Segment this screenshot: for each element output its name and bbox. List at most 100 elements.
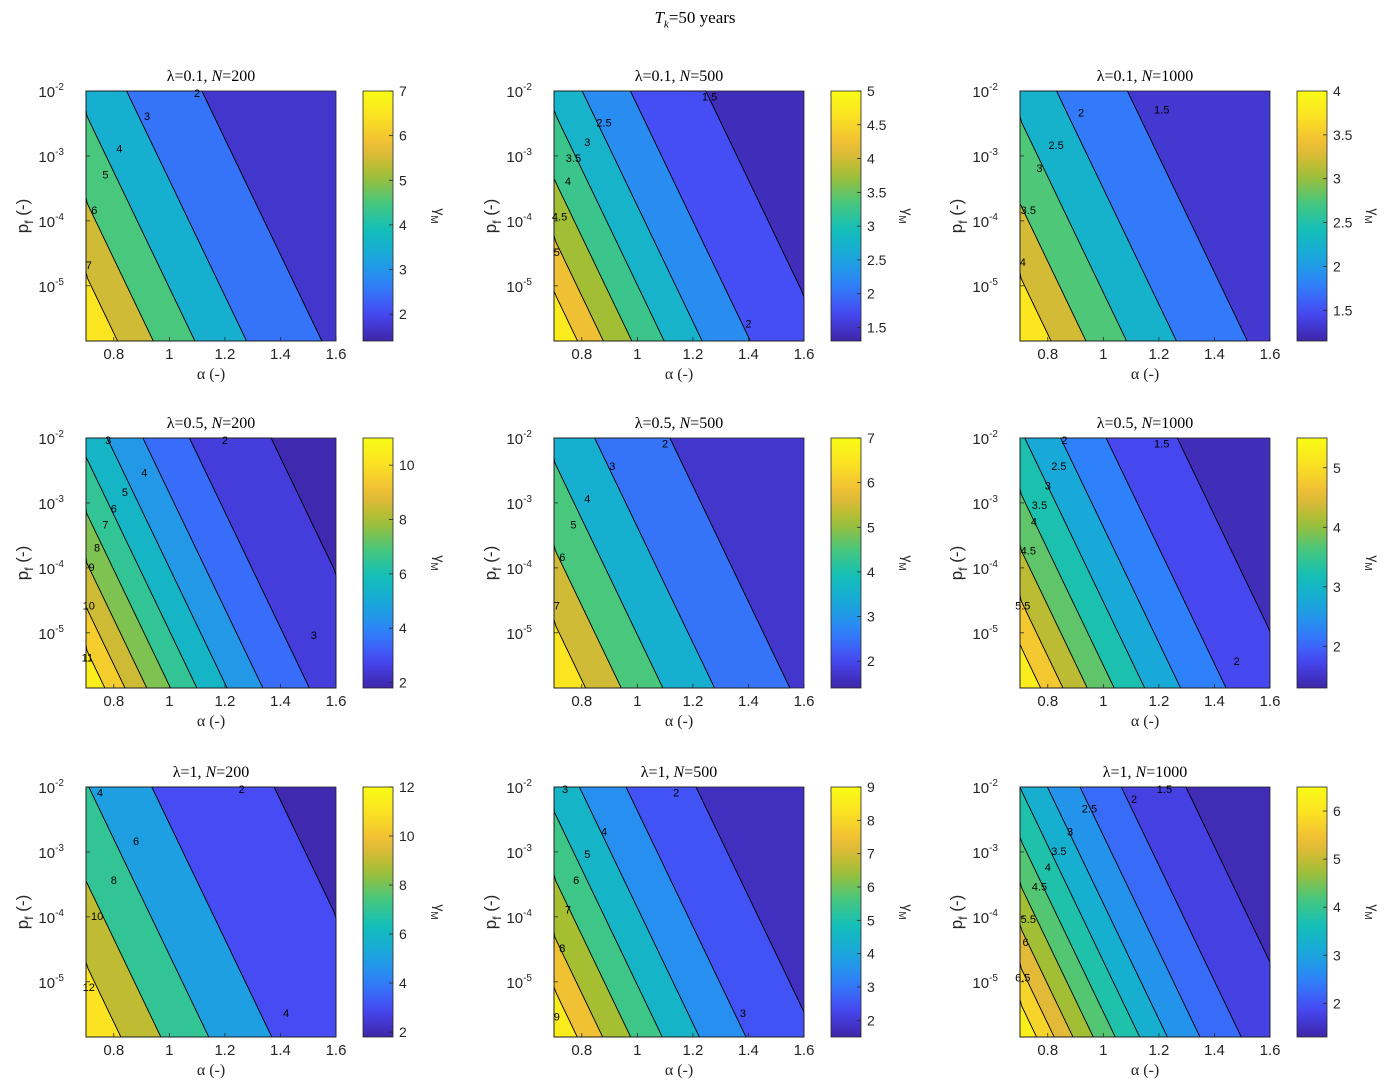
contour-label: 2.5 xyxy=(1082,804,1097,816)
x-tick-label: 1.4 xyxy=(270,346,291,363)
contour-label: 4.5 xyxy=(552,212,567,224)
contour-label: 7 xyxy=(554,601,560,613)
colorbar-label: γM xyxy=(896,208,916,223)
y-tick-label: 10-3 xyxy=(972,494,998,513)
x-tick-label: 1.6 xyxy=(326,1042,347,1059)
subplot-title: λ=0.1, N=1000 xyxy=(1097,68,1193,85)
x-axis-label: α (-) xyxy=(1131,1062,1159,1079)
axes-box xyxy=(1019,437,1271,689)
y-tick-label: 10-5 xyxy=(506,624,532,643)
y-axis-label: pf (-) xyxy=(13,895,36,930)
x-tick-label: 1.2 xyxy=(214,346,235,363)
y-tick-label: 10-4 xyxy=(972,559,998,578)
colorbar-label: γM xyxy=(1362,555,1382,570)
contour-label: 2 xyxy=(673,787,679,799)
colorbar-tick-label: 10 xyxy=(399,828,415,844)
colorbar-tick-label: 4 xyxy=(867,564,875,580)
subplot-9: 1.522.533.544.55.566.50.8 1 1.2 1.4 1.610-51… xyxy=(947,764,1382,1079)
colorbar-tick-label: 1.5 xyxy=(867,319,887,335)
colorbar-tick-label: 2 xyxy=(1333,638,1341,654)
colorbar-tick-label: 3 xyxy=(399,262,407,278)
x-tick-label: 1.6 xyxy=(794,346,815,363)
x-tick-label: 1.6 xyxy=(794,693,815,710)
subplot-7: 4 2 6 8 10 12 4 0.8 1 1.2 1.4 1.6 10-5 10-4 10-3 10-2 λ=… xyxy=(13,764,448,1079)
contour-label: 4.5 xyxy=(1032,882,1047,894)
contour-label: 3.5 xyxy=(1051,846,1066,858)
colorbar-tick-label: 4 xyxy=(1333,83,1341,99)
x-tick-label: 1.4 xyxy=(738,346,759,363)
contour-label: 6.5 xyxy=(1015,972,1030,984)
contour-label: 3 xyxy=(609,461,615,473)
contour-label: 2 xyxy=(238,784,244,796)
subplot-3: 1.5 2 2.5 3 3.5 4 0.8 1 1.2 1.4 1.6 10-5 10-4 10-3 10-… xyxy=(947,68,1382,383)
x-tick-label: 1 xyxy=(633,346,641,363)
y-tick-label: 10-3 xyxy=(972,147,998,166)
contour-label: 1.5 xyxy=(1154,438,1169,450)
x-tick-label: 1 xyxy=(165,346,173,363)
axes-box xyxy=(85,437,337,689)
contour-label: 5 xyxy=(554,247,560,259)
x-axis-label: α (-) xyxy=(197,713,225,730)
subplot-title: λ=0.1, N=200 xyxy=(167,68,255,85)
x-tick-label: 1 xyxy=(633,693,641,710)
contour-label: 3.5 xyxy=(1032,500,1047,512)
x-tick-label: 1.4 xyxy=(738,1042,759,1059)
colorbar-tick-label: 6 xyxy=(399,566,407,582)
y-tick-label: 10-2 xyxy=(506,429,532,448)
y-axis-label: pf (-) xyxy=(481,895,504,930)
contour-label: 7 xyxy=(86,260,92,272)
colorbar-tick-label: 5 xyxy=(867,519,875,535)
contour-label: 3 xyxy=(1045,481,1051,493)
contour-label: 8 xyxy=(559,943,565,955)
subplot-1: 2 3 4 5 6 7 0.8 1 1.2 1.4 1.6 10-5 10-4 10-3 10-2 λ=0.1… xyxy=(13,68,448,383)
contour-label: 2 xyxy=(1061,435,1067,447)
y-tick-label: 10-4 xyxy=(506,908,532,927)
x-tick-label: 0.8 xyxy=(1037,1042,1058,1059)
x-tick-label: 1 xyxy=(1099,346,1107,363)
contour-label: 3 xyxy=(144,111,150,123)
contour-label: 4 xyxy=(283,1008,289,1020)
x-tick-label: 1.6 xyxy=(794,1042,815,1059)
contour-label: 10 xyxy=(83,601,95,613)
colorbar-tick-label: 2 xyxy=(1333,258,1341,274)
contour-label: 5 xyxy=(122,487,128,499)
y-tick-label: 10-2 xyxy=(38,778,64,797)
x-tick-label: 1 xyxy=(1099,693,1107,710)
x-tick-label: 1.6 xyxy=(326,346,347,363)
x-tick-label: 0.8 xyxy=(103,346,124,363)
contour-label: 5 xyxy=(570,520,576,532)
contour-label: 2.5 xyxy=(1048,140,1063,152)
axes-box xyxy=(1019,786,1271,1038)
colorbar-tick-label: 5 xyxy=(867,912,875,928)
y-axis-label: pf (-) xyxy=(481,199,504,234)
contour-label: 2.5 xyxy=(1051,461,1066,473)
contour-label: 8 xyxy=(111,875,117,887)
contour-label: 3 xyxy=(584,137,590,149)
colorbar-tick-label: 2 xyxy=(399,1024,407,1040)
y-tick-label: 10-2 xyxy=(506,82,532,101)
y-tick-label: 10-3 xyxy=(506,147,532,166)
colorbar-label: γM xyxy=(896,904,916,919)
subplot-title: λ=0.5, N=200 xyxy=(167,415,255,432)
x-tick-label: 0.8 xyxy=(571,693,592,710)
contour-label: 1.5 xyxy=(702,91,717,103)
y-tick-label: 10-4 xyxy=(972,908,998,927)
colorbar-label: γM xyxy=(428,904,448,919)
y-tick-label: 10-4 xyxy=(506,559,532,578)
colorbar xyxy=(362,437,394,689)
subplot-title: λ=0.5, N=1000 xyxy=(1097,415,1193,432)
subplot-title: λ=0.5, N=500 xyxy=(635,415,723,432)
contour-label: 2 xyxy=(1131,794,1137,806)
contour-label: 7 xyxy=(102,520,108,532)
axes-box xyxy=(553,437,805,689)
subplot-title: λ=1, N=1000 xyxy=(1103,764,1187,781)
y-tick-label: 10-5 xyxy=(972,973,998,992)
x-tick-label: 1 xyxy=(1099,1042,1107,1059)
y-tick-label: 10-5 xyxy=(506,277,532,296)
contour-label: 4.5 xyxy=(1021,546,1036,558)
contour-label: 4 xyxy=(97,787,103,799)
x-tick-label: 1.4 xyxy=(1204,346,1225,363)
subplot-title: λ=0.1, N=500 xyxy=(635,68,723,85)
y-tick-label: 10-5 xyxy=(506,973,532,992)
